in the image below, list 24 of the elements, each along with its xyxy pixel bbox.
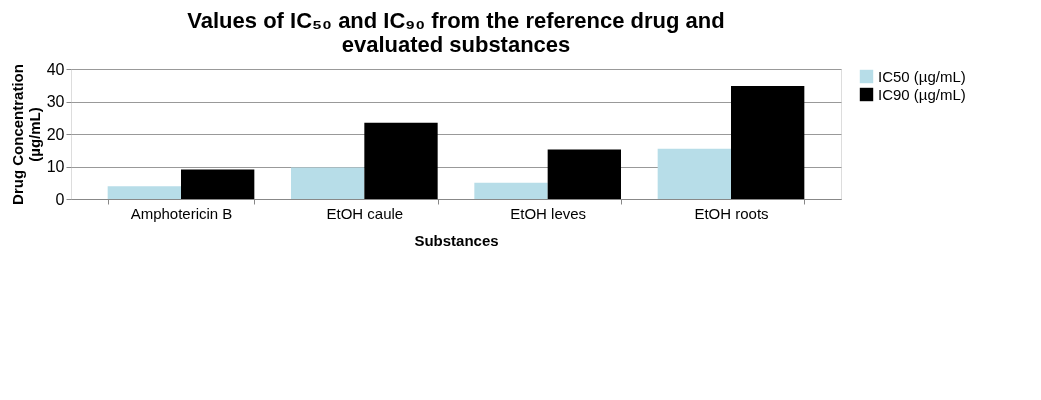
x-axis-title: Substances bbox=[414, 231, 499, 249]
text: (µg/mL) bbox=[25, 107, 43, 162]
legend-label: IC90 (µg/mL) bbox=[878, 85, 966, 103]
text: evaluated substances bbox=[341, 32, 571, 57]
bar bbox=[291, 167, 365, 199]
y-tick-label: 0 bbox=[55, 190, 65, 208]
x-tick-label: Amphotericin B bbox=[130, 204, 233, 222]
y-tick-label: 30 bbox=[46, 93, 65, 110]
text: Drug Concentration bbox=[8, 64, 26, 205]
y-tick-label: 10 bbox=[46, 158, 65, 175]
bar bbox=[731, 85, 805, 199]
y-tick-label: 20 bbox=[46, 125, 65, 143]
y-tick-label: 40 bbox=[46, 60, 65, 78]
bar bbox=[364, 122, 438, 199]
bar bbox=[657, 148, 731, 199]
legend-label: IC50 (µg/mL) bbox=[878, 67, 966, 85]
bar bbox=[474, 182, 548, 199]
x-tick-label: EtOH caule bbox=[326, 204, 404, 222]
text: Values of IC₅₀ and IC₉₀ from the reference drug and bbox=[187, 8, 725, 33]
x-tick-label: EtOH leves bbox=[510, 204, 587, 222]
bar bbox=[547, 149, 621, 199]
bar bbox=[181, 169, 255, 199]
x-tick-label: EtOH roots bbox=[694, 204, 769, 222]
bar bbox=[107, 186, 181, 199]
